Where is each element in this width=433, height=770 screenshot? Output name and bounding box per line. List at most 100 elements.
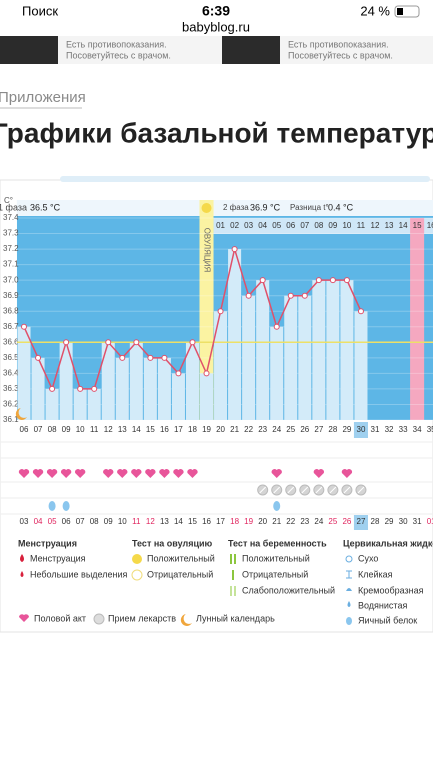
date-label: 25	[328, 517, 337, 526]
legend-icon	[180, 614, 192, 626]
y-tick-label: 36.6	[3, 337, 19, 346]
temperature-point	[133, 339, 140, 346]
temperature-point	[245, 292, 252, 299]
x-tick-label: 20	[216, 425, 225, 434]
temperature-point	[301, 292, 308, 299]
phase2-day: 12	[371, 221, 380, 230]
x-tick-label: 07	[34, 425, 43, 434]
phase2-day: 13	[385, 221, 394, 230]
x-tick-label: 17	[174, 425, 183, 434]
heart-mark	[271, 469, 282, 478]
temperature-point	[287, 292, 294, 299]
date-label: 12	[146, 517, 155, 526]
phase2-day: 16	[427, 221, 433, 230]
pill-stripe	[287, 486, 295, 494]
x-tick-label: 11	[90, 425, 99, 434]
temperature-bar	[326, 280, 340, 420]
date-label: 31	[413, 517, 422, 526]
y-tick-label: 36.1	[3, 415, 19, 424]
legend-item: Отрицательный	[242, 569, 308, 579]
drop-mark	[273, 501, 281, 511]
date-label: 24	[314, 517, 323, 526]
date-label: 19	[244, 517, 253, 526]
drop-mark	[48, 501, 56, 511]
temperature-point	[329, 277, 336, 284]
page-title: Графики базальной температуры	[0, 117, 433, 148]
date-label: 28	[371, 517, 380, 526]
temperature-point	[63, 339, 70, 346]
temperature-bar	[256, 280, 270, 420]
phase2-day: 09	[328, 221, 337, 230]
temperature-point	[231, 246, 238, 253]
temperature-point	[147, 354, 154, 361]
heart-mark	[313, 469, 324, 478]
x-tick-label: 24	[272, 425, 281, 434]
x-tick-label: 15	[146, 425, 155, 434]
temperature-bar	[17, 326, 31, 420]
battery-icon	[394, 5, 420, 18]
legend-icon	[230, 554, 236, 564]
y-tick-label: 36.3	[3, 384, 19, 393]
scrollbar[interactable]	[60, 176, 430, 182]
y-tick-label: 36.8	[3, 306, 19, 315]
date-label: 03	[20, 517, 29, 526]
banner[interactable]	[0, 36, 433, 64]
x-tick-label: 30	[357, 425, 366, 434]
highlight-column	[410, 218, 425, 420]
url[interactable]: babyblog.ru	[182, 19, 250, 34]
temperature-point	[77, 385, 84, 392]
legend-item: Кремообразная	[358, 585, 424, 595]
date-label: 27	[357, 517, 366, 526]
date-label: 06	[62, 517, 71, 526]
y-tick-label: 37.4	[3, 213, 19, 222]
legend-item: Положительный	[147, 553, 215, 563]
legend-item: Водянистая	[358, 600, 407, 610]
temperature-point	[49, 385, 56, 392]
date-label: 29	[385, 517, 394, 526]
temperature-bar	[59, 342, 73, 420]
temperature-bar	[270, 326, 284, 420]
legend-item: Отрицательный	[147, 569, 213, 579]
banner-text: Есть противопоказания.	[288, 39, 389, 49]
x-tick-label: 14	[132, 425, 141, 434]
x-tick-label: 33	[399, 425, 408, 434]
battery-fill	[397, 8, 403, 15]
temperature-bar	[129, 342, 143, 420]
legend-icon	[230, 586, 236, 596]
phase2-day: 04	[258, 221, 267, 230]
heart-mark	[60, 469, 72, 478]
legend-item: Небольшие выделения	[30, 569, 128, 579]
date-label: 01	[427, 517, 433, 526]
legend-title: Тест на беременность	[228, 538, 327, 548]
legend-icon	[20, 571, 24, 577]
x-tick-label: 22	[244, 425, 253, 434]
section-link[interactable]: Приложения	[0, 89, 86, 106]
x-tick-label: 16	[160, 425, 169, 434]
phase2-day: 08	[314, 221, 323, 230]
y-tick-label: 36.7	[3, 322, 19, 331]
x-tick-label: 28	[328, 425, 337, 434]
legend-item: Прием лекарств	[108, 613, 176, 623]
legend-item: Положительный	[242, 553, 310, 563]
temperature-bar	[101, 342, 115, 420]
phase2-day: 15	[413, 221, 422, 230]
date-label: 23	[300, 517, 309, 526]
heart-mark	[18, 469, 30, 478]
date-label: 18	[230, 517, 239, 526]
y-tick-label: 36.4	[3, 368, 19, 377]
phase2-row	[213, 218, 433, 234]
legend-title: Менструация	[18, 538, 77, 548]
legend-item: Менструация	[30, 553, 86, 563]
ovulation-marker	[201, 203, 212, 213]
phase2-day: 11	[357, 221, 366, 230]
temperature-point	[189, 339, 196, 346]
temperature-bar	[157, 357, 171, 420]
legend-icon	[346, 617, 352, 625]
pill-stripe	[301, 486, 309, 494]
phase2-day: 07	[300, 221, 309, 230]
date-label: 14	[174, 517, 183, 526]
pill-stripe	[343, 486, 351, 494]
temperature-point	[343, 277, 350, 284]
phase2-label: 2 фаза	[223, 203, 249, 212]
